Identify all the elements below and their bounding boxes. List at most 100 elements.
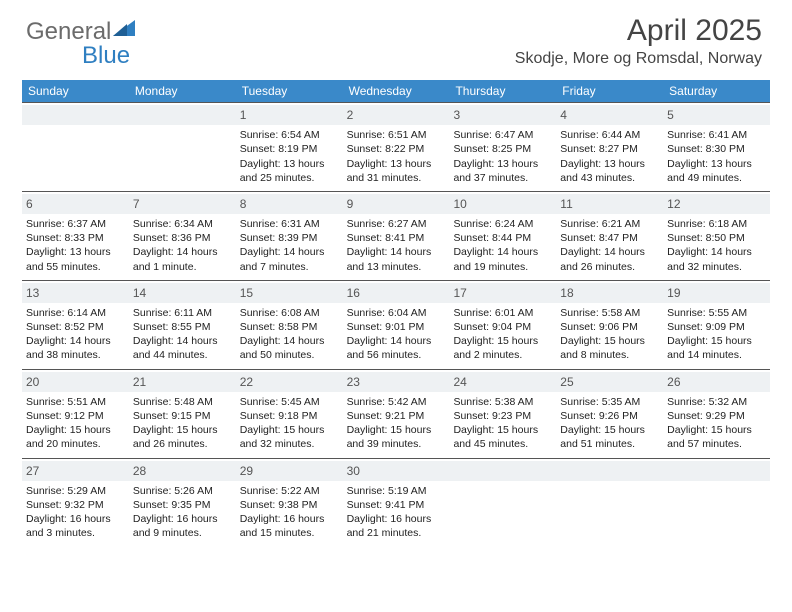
day-info-line: Daylight: 14 hours and 44 minutes.: [133, 334, 232, 362]
day-info-line: Daylight: 15 hours and 57 minutes.: [667, 423, 766, 451]
day-info-line: Daylight: 15 hours and 26 minutes.: [133, 423, 232, 451]
day-info-line: Sunrise: 5:38 AM: [453, 395, 552, 409]
day-cell: 8Sunrise: 6:31 AMSunset: 8:39 PMDaylight…: [236, 192, 343, 280]
day-cell: 21 Sunrise: 5:48 AMSunset: 9:15 PMDayligh…: [129, 370, 236, 458]
day-number: 14: [129, 283, 236, 303]
day-number: 25: [556, 372, 663, 392]
day-info-line: Sunrise: 6:54 AM: [240, 128, 339, 142]
day-info-line: Sunrise: 6:08 AM: [240, 306, 339, 320]
day-info-line: Sunset: 8:58 PM: [240, 320, 339, 334]
day-header: Monday: [129, 80, 236, 102]
day-cell: 23Sunrise: 5:42 AMSunset: 9:21 PMDayligh…: [343, 370, 450, 458]
month-title: April 2025: [515, 14, 762, 48]
day-number: 22: [236, 372, 343, 392]
day-number: 9: [343, 194, 450, 214]
day-info-line: Sunset: 9:35 PM: [133, 498, 232, 512]
logo-triangle-icon: [113, 15, 135, 43]
day-number: 5: [663, 105, 770, 125]
day-number: 24: [449, 372, 556, 392]
day-info-line: Daylight: 14 hours and 56 minutes.: [347, 334, 446, 362]
day-info-line: Sunrise: 5:22 AM: [240, 484, 339, 498]
week-row: 27Sunrise: 5:29 AMSunset: 9:32 PMDayligh…: [22, 458, 770, 547]
day-header: Wednesday: [343, 80, 450, 102]
day-info-line: Sunrise: 6:47 AM: [453, 128, 552, 142]
day-cell: 7Sunrise: 6:34 AMSunset: 8:36 PMDaylight…: [129, 192, 236, 280]
logo: General Blue: [26, 18, 135, 46]
day-cell: [129, 103, 236, 191]
day-info-line: Sunset: 8:33 PM: [26, 231, 125, 245]
day-info-line: Daylight: 14 hours and 7 minutes.: [240, 245, 339, 273]
calendar-grid: SundayMondayTuesdayWednesdayThursdayFrid…: [22, 80, 770, 546]
day-info-line: Daylight: 13 hours and 43 minutes.: [560, 157, 659, 185]
day-info-line: Sunset: 9:18 PM: [240, 409, 339, 423]
day-info-line: Sunset: 8:36 PM: [133, 231, 232, 245]
day-info-line: Sunset: 8:50 PM: [667, 231, 766, 245]
day-info-line: Sunrise: 5:45 AM: [240, 395, 339, 409]
day-info-line: Sunrise: 5:58 AM: [560, 306, 659, 320]
day-number: 15: [236, 283, 343, 303]
day-info-line: Daylight: 15 hours and 32 minutes.: [240, 423, 339, 451]
day-info-line: Sunrise: 6:37 AM: [26, 217, 125, 231]
day-info-line: Daylight: 16 hours and 3 minutes.: [26, 512, 125, 540]
day-info-line: Daylight: 16 hours and 9 minutes.: [133, 512, 232, 540]
day-cell: 20Sunrise: 5:51 AMSunset: 9:12 PMDayligh…: [22, 370, 129, 458]
day-number: 13: [22, 283, 129, 303]
day-number: 18: [556, 283, 663, 303]
day-info-line: Daylight: 13 hours and 49 minutes.: [667, 157, 766, 185]
day-info-line: Sunset: 8:27 PM: [560, 142, 659, 156]
day-cell: 16Sunrise: 6:04 AMSunset: 9:01 PMDayligh…: [343, 281, 450, 369]
day-cell: 9Sunrise: 6:27 AMSunset: 8:41 PMDaylight…: [343, 192, 450, 280]
day-number: 30: [343, 461, 450, 481]
day-info-line: Sunrise: 5:35 AM: [560, 395, 659, 409]
day-number: 28: [129, 461, 236, 481]
day-cell: 24Sunrise: 5:38 AMSunset: 9:23 PMDayligh…: [449, 370, 556, 458]
day-number: 21: [129, 372, 236, 392]
day-info-line: Sunset: 9:15 PM: [133, 409, 232, 423]
day-info-line: Daylight: 14 hours and 26 minutes.: [560, 245, 659, 273]
week-row: 6Sunrise: 6:37 AMSunset: 8:33 PMDaylight…: [22, 191, 770, 280]
day-cell: 15 Sunrise: 6:08 AMSunset: 8:58 PMDayligh…: [236, 281, 343, 369]
day-number: 19: [663, 283, 770, 303]
day-cell: 11Sunrise: 6:21 AMSunset: 8:47 PMDayligh…: [556, 192, 663, 280]
day-info-line: Daylight: 14 hours and 13 minutes.: [347, 245, 446, 273]
day-info-line: Sunrise: 5:48 AM: [133, 395, 232, 409]
day-cell: 19 Sunrise: 5:55 AMSunset: 9:09 PMDayligh…: [663, 281, 770, 369]
day-info-line: Sunset: 8:25 PM: [453, 142, 552, 156]
day-info-line: Sunset: 9:12 PM: [26, 409, 125, 423]
day-info-line: Sunrise: 6:14 AM: [26, 306, 125, 320]
day-info-line: Sunset: 9:26 PM: [560, 409, 659, 423]
day-info-line: Daylight: 15 hours and 14 minutes.: [667, 334, 766, 362]
day-number: 2: [343, 105, 450, 125]
day-cell: 4Sunrise: 6:44 AMSunset: 8:27 PMDaylight…: [556, 103, 663, 191]
day-info-line: Sunset: 8:19 PM: [240, 142, 339, 156]
day-number: 27: [22, 461, 129, 481]
day-cell: 27Sunrise: 5:29 AMSunset: 9:32 PMDayligh…: [22, 459, 129, 547]
day-info-line: Sunrise: 5:19 AM: [347, 484, 446, 498]
day-info-line: Sunrise: 6:24 AM: [453, 217, 552, 231]
day-cell: 29 Sunrise: 5:22 AMSunset: 9:38 PMDayligh…: [236, 459, 343, 547]
day-info-line: Daylight: 16 hours and 21 minutes.: [347, 512, 446, 540]
day-info-line: Sunrise: 6:21 AM: [560, 217, 659, 231]
day-cell: 1Sunrise: 6:54 AMSunset: 8:19 PMDaylight…: [236, 103, 343, 191]
day-info-line: Sunset: 9:09 PM: [667, 320, 766, 334]
day-info-line: Sunrise: 6:51 AM: [347, 128, 446, 142]
day-info-line: Daylight: 14 hours and 19 minutes.: [453, 245, 552, 273]
day-info-line: Sunrise: 6:31 AM: [240, 217, 339, 231]
day-info-line: Sunrise: 5:55 AM: [667, 306, 766, 320]
day-number: [129, 105, 236, 125]
day-info-line: Daylight: 15 hours and 39 minutes.: [347, 423, 446, 451]
day-info-line: Daylight: 15 hours and 8 minutes.: [560, 334, 659, 362]
day-info-line: Sunrise: 6:04 AM: [347, 306, 446, 320]
day-info-line: Sunset: 9:29 PM: [667, 409, 766, 423]
day-cell: 14Sunrise: 6:11 AMSunset: 8:55 PMDayligh…: [129, 281, 236, 369]
day-info-line: Daylight: 16 hours and 15 minutes.: [240, 512, 339, 540]
day-info-line: Daylight: 13 hours and 37 minutes.: [453, 157, 552, 185]
day-info-line: Daylight: 14 hours and 50 minutes.: [240, 334, 339, 362]
day-cell: [663, 459, 770, 547]
day-cell: 5Sunrise: 6:41 AMSunset: 8:30 PMDaylight…: [663, 103, 770, 191]
day-number: 29: [236, 461, 343, 481]
day-info-line: Sunset: 8:47 PM: [560, 231, 659, 245]
week-row: 1Sunrise: 6:54 AMSunset: 8:19 PMDaylight…: [22, 102, 770, 191]
day-info-line: Sunset: 8:22 PM: [347, 142, 446, 156]
day-info-line: Sunset: 9:38 PM: [240, 498, 339, 512]
